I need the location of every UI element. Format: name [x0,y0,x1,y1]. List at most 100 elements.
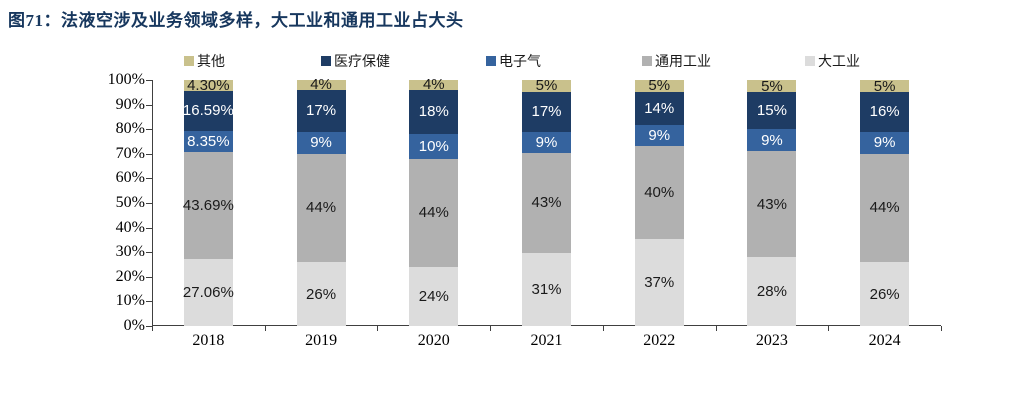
bar-value-label: 43.69% [182,197,234,215]
y-axis-tick-label: 40% [115,218,145,236]
bar-segment-通用工业: 44% [860,153,910,263]
bar-segment-电子气: 9% [634,124,684,146]
y-axis-tick-label: 60% [115,169,145,187]
legend-item-1: 其他 [184,54,225,70]
x-axis-tick-mark [490,326,492,331]
bar-segment-医疗保健: 17% [522,91,571,132]
y-axis-tick-mark [146,129,152,131]
bar-value-label: 8.35% [187,133,230,151]
x-axis-category-label: 2019 [305,332,338,349]
x-axis-tick-mark [602,326,604,331]
y-axis-tick-label: 100% [107,71,145,88]
bar-segment-其他: 5% [747,77,797,95]
legend-swatch-icon [486,56,496,66]
bar-segment-其他: 5% [860,77,910,95]
y-axis-tick-mark [146,301,152,303]
bar-segment-电子气: 8.35% [183,131,233,152]
bar-segment-大工业: 27.06% [182,259,234,326]
x-axis-tick-mark [152,326,153,331]
y-axis-tick-mark [146,276,152,278]
bar-value-label: 14% [644,99,675,117]
bar-value-label: 44% [869,199,900,217]
legend-swatch-icon [184,56,194,66]
bar-value-label: 16.59% [182,102,234,120]
bar-segment-医疗保健: 14% [634,91,684,125]
bar-value-label: 17% [306,102,337,120]
bar-segment-电子气: 9% [522,131,571,153]
bar-segment-其他: 5% [522,77,571,95]
bar-value-label: 40% [644,183,675,201]
y-axis-tick-mark [146,153,152,155]
bar-value-label: 26% [869,285,900,303]
legend-label: 其他 [197,55,225,70]
x-axis-category-label: 2021 [530,332,563,349]
bar-value-label: 10% [418,137,449,155]
bar-value-label: 24% [418,287,449,305]
bar-value-label: 43% [756,195,787,213]
bar-value-label: 4.30% [187,76,230,94]
y-axis-tick-mark [146,326,152,327]
bar-segment-电子气: 9% [860,131,910,154]
bar-value-label: 37% [644,274,675,292]
x-axis-tick-mark [715,326,717,331]
bar-segment-其他: 4% [409,76,459,94]
y-axis-tick-label: 90% [115,95,145,113]
bar-segment-医疗保健: 16% [860,92,910,132]
x-axis-tick-mark [941,326,942,331]
x-axis-category-label: 2024 [868,332,901,349]
legend-label: 医疗保健 [334,55,390,70]
y-axis-tick-label: 20% [115,267,145,285]
legend-swatch-icon [321,56,331,66]
y-axis-tick-label: 70% [115,144,145,162]
bar-segment-医疗保健: 17% [296,89,346,132]
y-axis-tick-mark [146,203,152,204]
y-axis-tick-mark [146,178,152,180]
bar-value-label: 5% [535,77,558,95]
x-axis-category-label: 2020 [417,332,450,349]
legend-item-3: 电子气 [486,54,541,70]
bar-value-label: 5% [648,77,671,95]
x-axis-category-label: 2022 [643,332,676,349]
bar-segment-通用工业: 44% [409,158,459,267]
figure-title-text: 法液空涉及业务领域多样，大工业和通用工业占大头 [61,11,464,30]
bar-segment-电子气: 9% [296,131,346,154]
legend-swatch-icon [805,56,815,66]
x-axis-tick-mark [264,326,266,331]
bar-segment-大工业: 24% [409,266,459,326]
bar-segment-电子气: 9% [747,129,797,152]
bar-value-label: 4% [422,76,445,94]
bar-segment-大工业: 37% [634,239,684,326]
bar-segment-大工业: 31% [522,253,571,326]
bar-segment-通用工业: 40% [634,145,684,240]
legend-item-2: 医疗保健 [321,54,390,70]
y-axis-tick-mark [146,80,152,81]
bar-segment-大工业: 26% [860,262,910,326]
x-axis-category-label: 2023 [755,332,788,349]
y-axis-tick-label: 50% [115,194,145,211]
bar-value-label: 9% [648,126,671,144]
bar-segment-大工业: 28% [747,257,797,326]
bar-value-label: 5% [761,77,783,95]
bar-value-label: 5% [873,77,896,95]
x-axis-tick-mark [828,326,830,331]
bar-value-label: 27.06% [182,284,234,302]
bar-value-label: 4% [310,76,332,94]
x-axis-tick-mark [377,326,379,331]
legend-label: 通用工业 [655,55,711,70]
legend-swatch-icon [642,56,652,66]
bar-segment-其他: 5% [634,77,684,95]
bar-value-label: 18% [418,103,449,121]
bar-value-label: 9% [873,134,896,152]
y-axis-tick-label: 0% [123,317,145,334]
bar-value-label: 31% [531,281,562,299]
bar-segment-通用工业: 44% [296,153,346,263]
bar-value-label: 26% [306,285,337,303]
bar-segment-通用工业: 43.69% [182,151,234,260]
bar-segment-医疗保健: 16.59% [182,90,234,132]
bar-segment-电子气: 10% [409,134,459,159]
y-axis-tick-label: 80% [115,120,145,138]
figure-title-prefix: 图71： [8,11,61,30]
bar-value-label: 43% [531,194,562,212]
bar-segment-医疗保健: 18% [409,89,459,135]
